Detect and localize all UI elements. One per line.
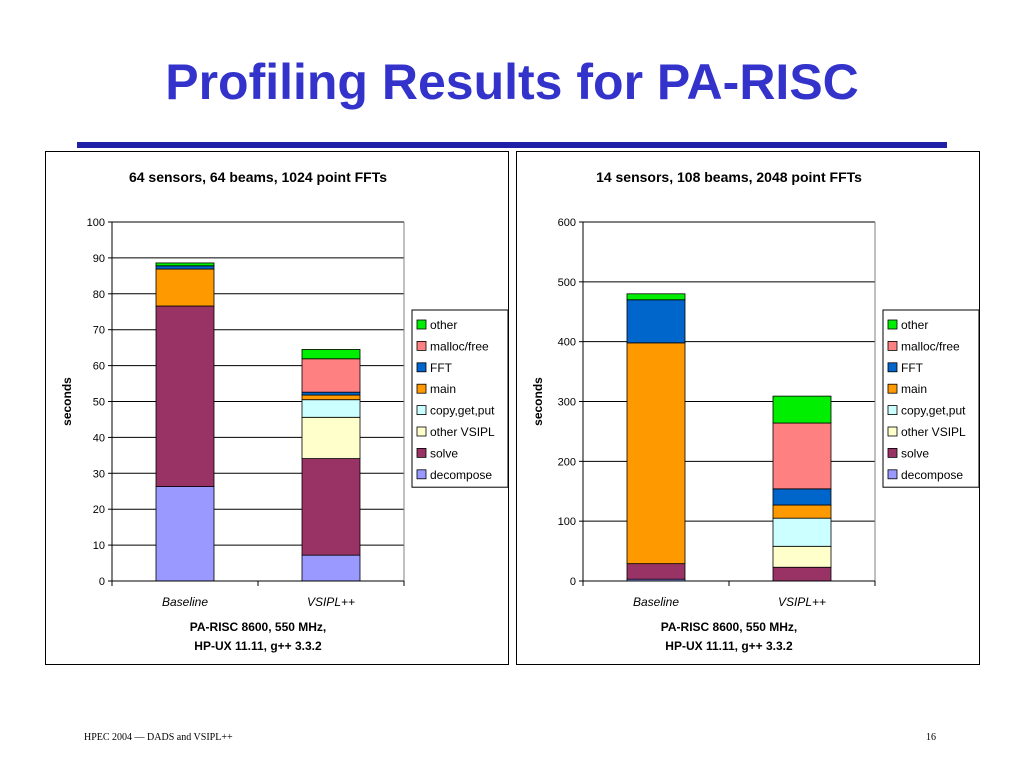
chart-1-ytick-label-5: 500 xyxy=(558,277,576,289)
chart-1-bar-1-fft xyxy=(772,488,832,506)
chart-0-ytick-label-8: 80 xyxy=(93,289,105,301)
chart-0-legend-label-1: malloc/free xyxy=(430,339,489,353)
chart-0-xtick-label-1: VSIPL++ xyxy=(307,595,355,609)
chart-0-legend-swatch-4 xyxy=(416,405,427,416)
chart-1-bar-1-other xyxy=(772,395,832,424)
slide-title: Profiling Results for PA-RISC xyxy=(165,54,859,110)
chart-0-legend-label-5: other VSIPL xyxy=(430,425,495,439)
chart-1-legend-label-2: FFT xyxy=(901,361,924,375)
chart-0-legend-label-4: copy,get,put xyxy=(430,404,495,418)
chart-0-bar-0-other xyxy=(155,262,215,267)
chart-1-bar-0-main xyxy=(626,342,686,565)
chart-0-bar-1-decompose xyxy=(301,554,361,582)
footer-text: HPEC 2004 — DADS and VSIPL++ xyxy=(84,732,233,743)
chart-0-legend-label-6: solve xyxy=(430,446,458,460)
chart-1-ytick-label-4: 400 xyxy=(558,337,576,349)
chart-1-legend-label-1: malloc/free xyxy=(901,339,960,353)
chart-0-legend-swatch-2 xyxy=(416,362,427,373)
chart-1-xlabel-line-0: PA-RISC 8600, 550 MHz, xyxy=(661,620,798,634)
chart-0-ytick-label-4: 40 xyxy=(93,432,105,444)
chart-1-legend-label-7: decompose xyxy=(901,468,963,482)
chart-1-bar-1-malloc-free xyxy=(772,422,832,490)
chart-0-legend-swatch-0 xyxy=(416,319,427,330)
chart-0-xlabel-line-0: PA-RISC 8600, 550 MHz, xyxy=(190,620,327,634)
chart-0-bar-1-copy-get-put xyxy=(301,399,361,418)
chart-0-bar-1-other-vsipl xyxy=(301,416,361,459)
chart-1-legend-swatch-7 xyxy=(887,469,898,480)
chart-1-legend-label-0: other xyxy=(901,318,928,332)
chart-0-bar-1-fft xyxy=(301,391,361,396)
page-number: 16 xyxy=(926,732,936,743)
chart-1-bar-0-other xyxy=(626,293,686,301)
chart-0-ytick-label-1: 10 xyxy=(93,540,105,552)
chart-1-legend-label-5: other VSIPL xyxy=(901,425,966,439)
chart-0-ylabel: seconds xyxy=(60,377,74,426)
chart-0-legend-swatch-1 xyxy=(416,340,427,351)
chart-0-legend-label-7: decompose xyxy=(430,468,492,482)
chart-1-legend-label-6: solve xyxy=(901,446,929,460)
chart-1-bar-1-other-vsipl xyxy=(772,545,832,568)
chart-0-ytick-label-5: 50 xyxy=(93,397,105,409)
chart-1-bar-1-solve xyxy=(772,566,832,582)
chart-left: 64 sensors, 64 beams, 1024 point FFTs 0 10… xyxy=(60,169,508,653)
chart-left-frame: 64 sensors, 64 beams, 1024 point FFTs 0 10… xyxy=(45,151,509,665)
chart-0-legend-label-2: FFT xyxy=(430,361,453,375)
chart-1-title: 14 sensors, 108 beams, 2048 point FFTs xyxy=(596,169,862,185)
chart-0-ytick-label-9: 90 xyxy=(93,253,105,265)
chart-1-ytick-label-1: 100 xyxy=(558,516,576,528)
chart-0-bar-1-other xyxy=(301,349,361,360)
chart-1-legend-swatch-1 xyxy=(887,340,898,351)
chart-1-legend-swatch-4 xyxy=(887,405,898,416)
chart-1-legend-swatch-2 xyxy=(887,362,898,373)
chart-0-legend-swatch-3 xyxy=(416,383,427,394)
chart-0-bar-1-solve xyxy=(301,458,361,556)
chart-0-ytick-label-10: 100 xyxy=(87,217,105,229)
chart-0-bar-0-solve xyxy=(155,305,215,487)
chart-1-legend-swatch-6 xyxy=(887,447,898,458)
chart-0-legend-label-0: other xyxy=(430,318,457,332)
chart-0-bar-1-malloc-free xyxy=(301,358,361,393)
chart-1-bar-0-solve xyxy=(626,563,686,580)
chart-1-legend xyxy=(882,309,979,488)
chart-1-legend-label-4: copy,get,put xyxy=(901,404,966,418)
chart-1-bar-1-copy-get-put xyxy=(772,517,832,547)
chart-1-ytick-label-6: 600 xyxy=(558,217,576,229)
chart-right-frame: 14 sensors, 108 beams, 2048 point FFTs 0 1… xyxy=(516,151,980,665)
chart-1-legend-swatch-3 xyxy=(887,383,898,394)
chart-right: 14 sensors, 108 beams, 2048 point FFTs 0 1… xyxy=(531,169,979,653)
chart-1-xlabel-line-1: HP-UX 11.11, g++ 3.3.2 xyxy=(665,639,793,653)
chart-0-xtick-label-0: Baseline xyxy=(162,595,208,609)
title-rule xyxy=(77,142,947,148)
chart-0-ytick-label-0: 0 xyxy=(99,576,105,588)
chart-0-bar-0-decompose xyxy=(155,486,215,582)
chart-1-xtick-label-0: Baseline xyxy=(633,595,679,609)
chart-0-legend-swatch-7 xyxy=(416,469,427,480)
chart-0-title: 64 sensors, 64 beams, 1024 point FFTs xyxy=(129,169,387,185)
chart-0-ytick-label-6: 60 xyxy=(93,361,105,373)
chart-0-bar-1-main xyxy=(301,394,361,401)
chart-1-bar-1-main xyxy=(772,504,832,519)
chart-1-bar-0-fft xyxy=(626,299,686,344)
chart-1-xtick-label-1: VSIPL++ xyxy=(778,595,826,609)
chart-0-xlabel-line-1: HP-UX 11.11, g++ 3.3.2 xyxy=(194,639,322,653)
chart-0-legend-swatch-5 xyxy=(416,426,427,437)
chart-0-ytick-label-3: 30 xyxy=(93,468,105,480)
chart-1-legend-swatch-0 xyxy=(887,319,898,330)
chart-0-ytick-label-2: 20 xyxy=(93,504,105,516)
chart-1-ytick-label-2: 200 xyxy=(558,456,576,468)
chart-0-legend xyxy=(411,309,508,488)
chart-0-ytick-label-7: 70 xyxy=(93,325,105,337)
chart-0-legend-label-3: main xyxy=(430,382,456,396)
chart-1-ytick-label-3: 300 xyxy=(558,397,576,409)
chart-1-ytick-label-0: 0 xyxy=(570,576,576,588)
chart-1-legend-swatch-5 xyxy=(887,426,898,437)
chart-0-legend-swatch-6 xyxy=(416,447,427,458)
chart-1-legend-label-3: main xyxy=(901,382,927,396)
chart-0-bar-0-main xyxy=(155,268,215,307)
chart-1-ylabel: seconds xyxy=(531,377,545,426)
chart-0-bar-0-fft xyxy=(155,265,215,270)
